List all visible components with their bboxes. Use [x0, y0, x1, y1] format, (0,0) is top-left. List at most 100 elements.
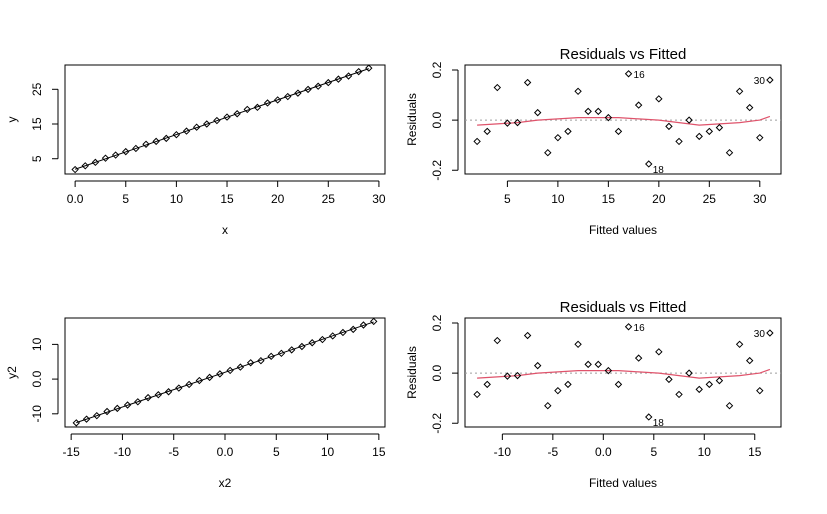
data-point	[257, 356, 265, 365]
data-point	[645, 413, 653, 421]
data-point	[544, 401, 552, 410]
data-point	[594, 360, 602, 369]
data-point	[81, 162, 89, 170]
x-tick-label: 25	[322, 192, 336, 206]
data-point	[243, 105, 251, 114]
data-point	[614, 127, 623, 136]
data-point	[134, 398, 142, 406]
data-point	[624, 70, 633, 78]
x-tick-label: -15	[62, 445, 80, 459]
x-tick-label: -5	[547, 445, 558, 459]
x-tick-label: 25	[703, 192, 717, 206]
data-point	[370, 317, 378, 326]
data-point	[122, 147, 130, 156]
data-point	[233, 110, 241, 118]
x-tick-label: 5	[504, 192, 511, 206]
x-tick-label: 15	[220, 192, 234, 206]
data-point	[493, 336, 502, 345]
point-id-label: 30	[754, 329, 766, 340]
x-tick-label: 15	[748, 445, 762, 459]
data-point	[334, 75, 343, 83]
data-point	[287, 346, 296, 354]
data-point	[645, 160, 653, 168]
data-point	[113, 404, 122, 413]
data-point	[523, 78, 532, 87]
data-point	[766, 76, 774, 84]
data-point	[123, 401, 132, 409]
data-point	[298, 342, 306, 351]
y-axis-title: y	[5, 117, 19, 123]
data-point	[725, 148, 734, 157]
data-point	[685, 116, 693, 124]
x-tick-label: 10	[321, 445, 335, 459]
data-point	[584, 360, 592, 369]
data-point	[665, 122, 673, 131]
data-point	[213, 116, 221, 125]
data-point	[354, 67, 363, 76]
data-point	[192, 123, 201, 131]
y-axis-title: Residuals	[405, 346, 419, 399]
data-point	[756, 133, 764, 142]
data-point	[273, 96, 282, 104]
y-tick-label: -0.2	[430, 160, 444, 181]
x-tick-label: 15	[372, 445, 386, 459]
fit-line	[74, 68, 369, 170]
plot-frame	[464, 64, 782, 175]
y-tick-label: -10	[30, 405, 44, 423]
data-point	[604, 113, 613, 122]
data-point	[111, 151, 120, 159]
data-point	[614, 380, 623, 389]
data-point	[533, 108, 542, 117]
smooth-line	[477, 115, 771, 126]
chart-panel-2: 5 10 15 20 25 30 -0.2 0.0 0.2 Fitted values Residu…	[405, 46, 782, 237]
data-point	[705, 127, 714, 136]
data-point	[103, 407, 111, 416]
data-point	[685, 369, 693, 377]
data-point	[205, 373, 214, 382]
x-tick-label: 5	[122, 192, 129, 206]
data-point	[513, 371, 522, 380]
data-point	[594, 107, 602, 116]
data-point	[735, 340, 744, 349]
data-point	[574, 340, 582, 349]
data-point	[195, 376, 204, 385]
data-point	[175, 384, 183, 392]
y-axis-title: Residuals	[405, 93, 419, 146]
x-axis-title: x	[222, 223, 228, 237]
plot-frame	[64, 64, 386, 175]
data-point	[766, 329, 774, 337]
data-point	[745, 103, 754, 112]
data-point	[473, 137, 481, 146]
data-point	[735, 87, 744, 96]
y-tick-label: 0.2	[430, 314, 444, 331]
data-point	[634, 101, 643, 109]
data-point	[182, 127, 191, 135]
y-tick-label: 15	[30, 117, 44, 131]
smooth-line	[477, 368, 771, 379]
data-point	[513, 118, 522, 127]
y-tick-label: 5	[30, 155, 44, 162]
data-point	[574, 87, 582, 96]
data-point	[93, 411, 101, 420]
data-point	[544, 148, 552, 157]
data-point	[554, 133, 562, 142]
data-point	[203, 120, 211, 128]
data-point	[328, 332, 337, 340]
data-point	[294, 89, 302, 97]
y-tick-label: 0.0	[30, 370, 44, 387]
data-point	[756, 386, 764, 395]
data-point	[132, 144, 140, 153]
data-point	[634, 354, 643, 362]
y-tick-label: 10	[30, 337, 44, 351]
y-tick-label: 25	[30, 82, 44, 96]
data-point	[675, 390, 683, 399]
data-point	[223, 113, 231, 121]
x-tick-label: 0.0	[67, 192, 84, 206]
data-point	[324, 78, 332, 87]
chart-panel-3: -15 -10 -5 0.0 5 10 15 -10 0.0 10 x2 y2	[5, 317, 386, 490]
chart-panel-4: -10 -5 0.0 5 10 15 -0.2 0.0 0.2 Fitted values Resi…	[405, 299, 782, 490]
data-point	[152, 137, 160, 146]
fit-line	[76, 321, 374, 424]
data-point	[503, 119, 512, 127]
